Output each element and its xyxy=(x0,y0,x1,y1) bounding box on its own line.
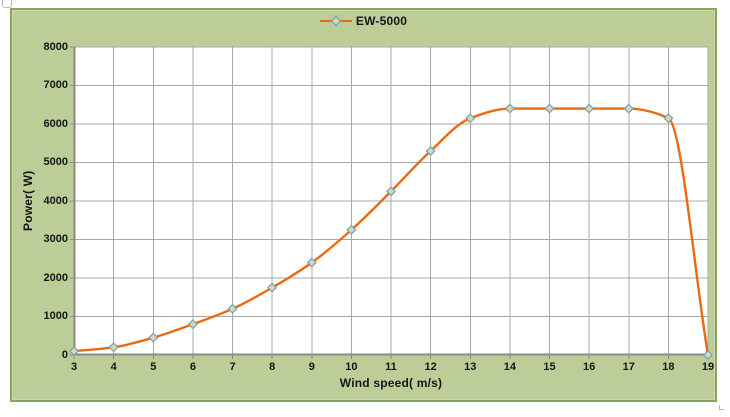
x-tick-label: 3 xyxy=(70,361,78,373)
resize-handle-artifact xyxy=(719,405,724,410)
x-tick-label: 19 xyxy=(701,361,715,373)
spreadsheet-cell-corner-artifact xyxy=(2,0,12,8)
y-tick-label: 6000 xyxy=(43,117,68,130)
y-tick-label: 3000 xyxy=(43,233,68,245)
chart-legend: EW-5000 xyxy=(12,12,715,30)
power-curve-graphic xyxy=(68,46,714,361)
y-tick-label: 5000 xyxy=(43,156,68,168)
legend-series-marker-icon xyxy=(319,15,352,27)
x-tick-label: 18 xyxy=(662,361,675,373)
x-tick-label: 15 xyxy=(543,361,556,373)
x-tick-label: 8 xyxy=(269,361,276,373)
y-tick-label: 2000 xyxy=(43,271,68,284)
y-tick-label: 7000 xyxy=(43,79,68,91)
x-tick-label: 4 xyxy=(110,361,117,373)
x-tick-label: 13 xyxy=(464,361,477,373)
y-tick-label: 8000 xyxy=(43,40,68,53)
x-tick-label: 7 xyxy=(229,361,236,373)
x-tick-label: 10 xyxy=(345,361,358,373)
y-tick-label: 0 xyxy=(61,348,68,361)
y-tick-label: 1000 xyxy=(43,310,68,322)
x-tick-label: 11 xyxy=(385,361,397,373)
x-tick-label: 14 xyxy=(503,361,516,373)
y-tick-label: 4000 xyxy=(43,194,68,207)
legend-series-label: EW-5000 xyxy=(355,14,408,28)
x-axis-title: Wind speed( m/s) xyxy=(339,376,443,390)
x-tick-label: 9 xyxy=(308,361,315,373)
plot-area xyxy=(68,46,714,361)
x-tick-label: 16 xyxy=(583,361,596,373)
x-tick-label: 5 xyxy=(150,361,157,373)
x-tick-label: 17 xyxy=(622,361,635,373)
x-tick-label: 12 xyxy=(424,361,437,373)
chart-panel: EW-5000 Power( W) 0 1000 2000 3000 4000 5000 6… xyxy=(10,8,717,402)
x-tick-label: 6 xyxy=(189,361,196,373)
